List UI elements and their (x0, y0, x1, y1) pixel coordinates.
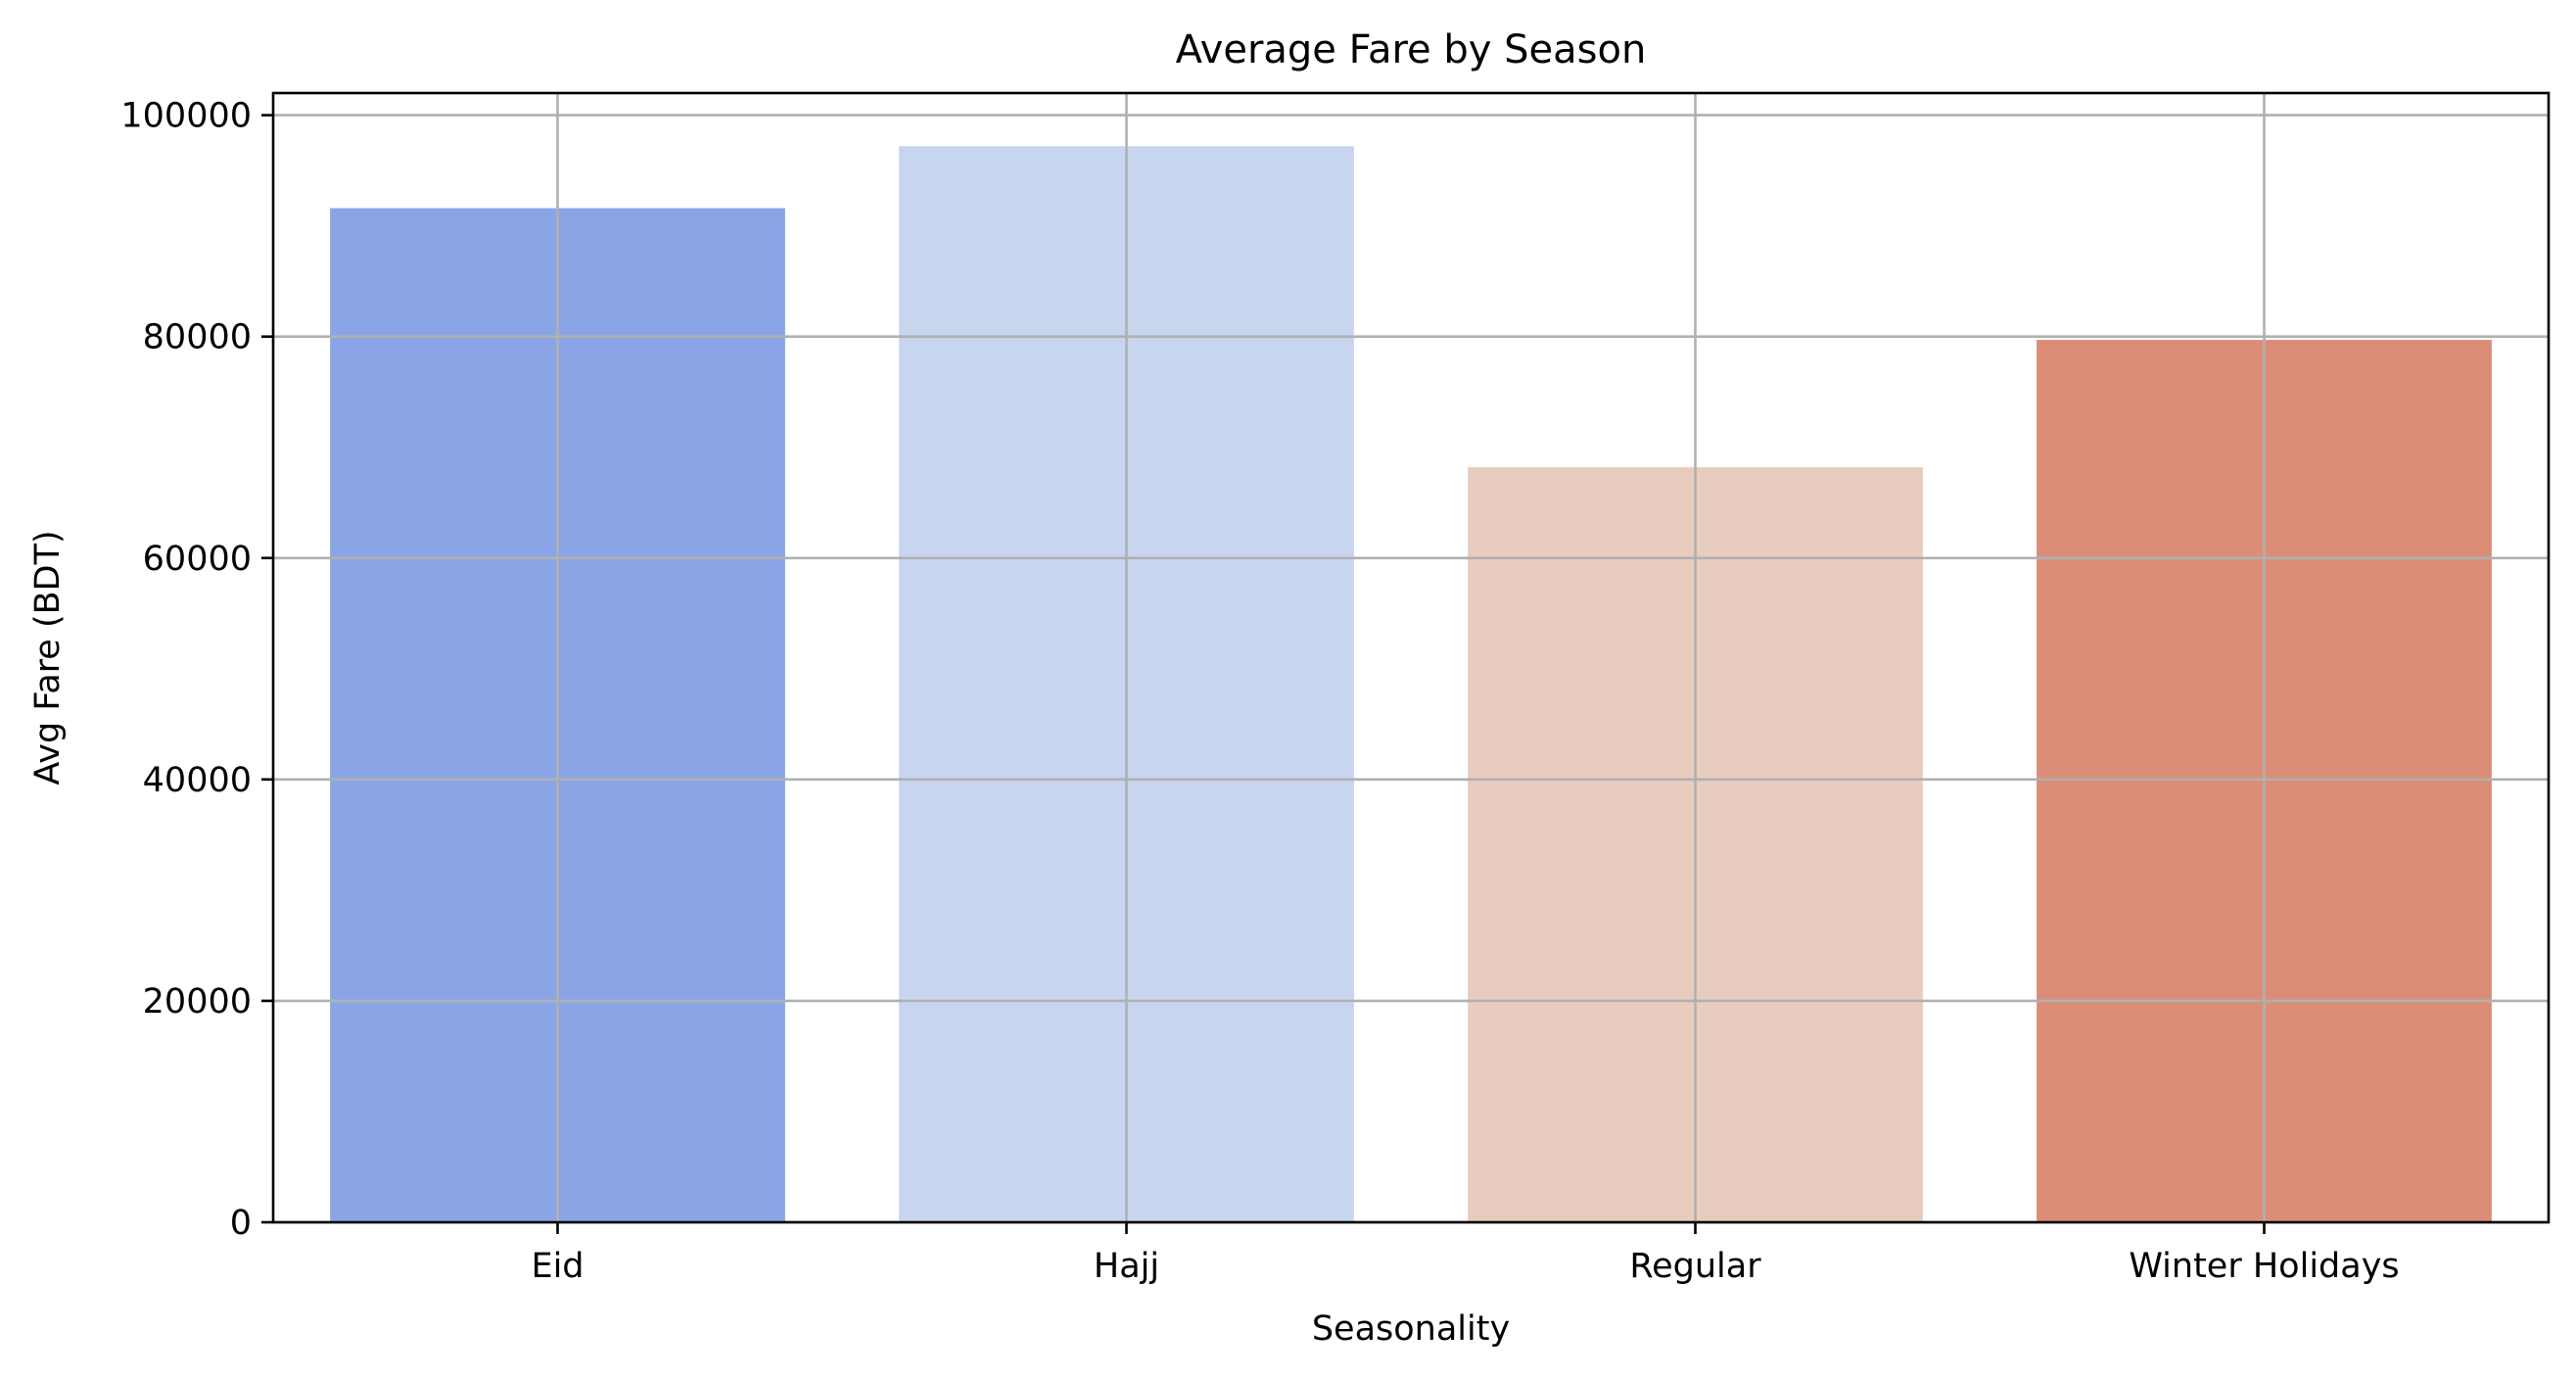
x-tick-label-0: Eid (531, 1247, 584, 1286)
x-tick-label-3: Winter Holidays (2129, 1247, 2399, 1286)
x-tick-label-2: Regular (1629, 1247, 1761, 1286)
ticks-group: 0 20000 40000 60000 80000 100000 Eid Hajj Regula… (120, 97, 2399, 1286)
y-tick-label-1: 20000 (143, 982, 252, 1022)
x-axis-label: Seasonality (1312, 1309, 1510, 1349)
y-tick-label-5: 100000 (120, 97, 252, 136)
x-tick-label-1: Hajj (1094, 1247, 1159, 1286)
y-tick-label-3: 60000 (143, 540, 252, 579)
grid-group (273, 93, 2549, 1224)
y-tick-label-4: 80000 (143, 318, 252, 357)
chart-title: Average Fare by Season (1176, 27, 1647, 72)
axes-frame (271, 91, 2551, 1224)
y-tick-label-2: 40000 (143, 761, 252, 800)
y-axis-label: Avg Fare (BDT) (28, 530, 68, 784)
y-tick-label-0: 0 (230, 1204, 252, 1243)
